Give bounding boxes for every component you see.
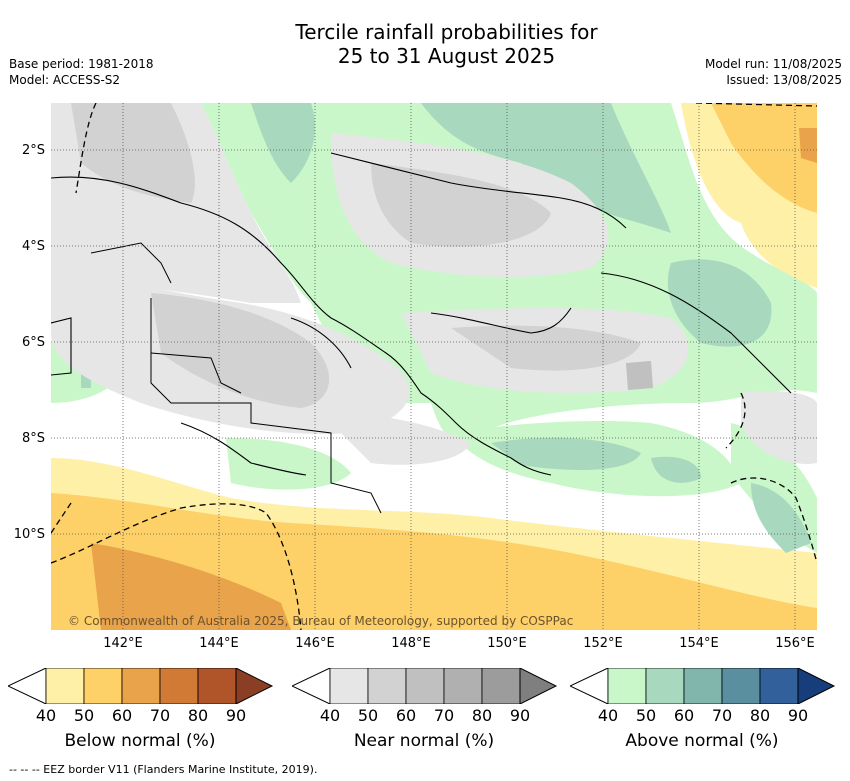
- below-normal-title: Below normal (%): [64, 731, 216, 751]
- lat-label-2s: 2°S: [21, 143, 45, 158]
- above-label-90: 90: [787, 706, 809, 725]
- above-label-50: 50: [635, 706, 657, 725]
- lon-label-144e: 144°E: [199, 636, 239, 651]
- colorbar-segment: [607, 668, 647, 704]
- colorbar-segment: [367, 668, 407, 704]
- colorbar-max-triangle: [519, 668, 558, 704]
- eez-footnote: -- -- -- EEZ border V11 (Flanders Marine…: [9, 763, 318, 776]
- colorbar-segment: [159, 668, 199, 704]
- lon-label-156e: 156°E: [775, 636, 815, 651]
- lon-label-148e: 148°E: [391, 636, 431, 651]
- colorbar-near-normal: [292, 668, 558, 704]
- near-label-80: 80: [471, 706, 493, 725]
- title-line-2: 25 to 31 August 2025: [337, 44, 556, 68]
- colorbar-segment: [329, 668, 369, 704]
- base-period: Base period: 1981-2018: [9, 57, 154, 71]
- border-lines: [90, 242, 382, 514]
- lat-label-6s: 6°S: [21, 335, 45, 350]
- below-label-90: 90: [225, 706, 247, 725]
- colorbar-segment: [443, 668, 483, 704]
- below-label-40: 40: [35, 706, 57, 725]
- lon-label-146e: 146°E: [295, 636, 335, 651]
- above-label-70: 70: [711, 706, 733, 725]
- colorbar-max-triangle: [797, 668, 836, 704]
- colorbar-segment: [197, 668, 237, 704]
- near-label-70: 70: [433, 706, 455, 725]
- colorbar-min-triangle: [8, 668, 47, 704]
- eez-border: [51, 103, 817, 630]
- meta-right: Model run: 11/08/2025 Issued: 13/08/2025: [705, 56, 842, 88]
- colorbar-segment: [721, 668, 761, 704]
- above-label-40: 40: [597, 706, 619, 725]
- near-normal-title: Near normal (%): [353, 731, 495, 751]
- near-label-90: 90: [509, 706, 531, 725]
- colorbar-segment: [45, 668, 85, 704]
- lon-label-142e: 142°E: [103, 636, 143, 651]
- below-label-70: 70: [149, 706, 171, 725]
- near-label-50: 50: [357, 706, 379, 725]
- colorbar-below-normal: [8, 668, 274, 704]
- colorbar-segment: [645, 668, 685, 704]
- copyright-notice: © Commonwealth of Australia 2025, Bureau…: [68, 614, 574, 628]
- lon-label-154e: 154°E: [679, 636, 719, 651]
- issued-date: Issued: 13/08/2025: [726, 73, 842, 87]
- above-label-80: 80: [749, 706, 771, 725]
- title-line-1: Tercile rainfall probabilities for: [295, 20, 598, 44]
- colorbar-min-triangle: [570, 668, 609, 704]
- below-label-50: 50: [73, 706, 95, 725]
- lat-label-8s: 8°S: [21, 431, 45, 446]
- colorbar-segment: [405, 668, 445, 704]
- lon-label-152e: 152°E: [583, 636, 623, 651]
- colorbar-segment: [683, 668, 723, 704]
- grid-lines: [51, 103, 817, 630]
- lon-label-150e: 150°E: [487, 636, 527, 651]
- near-label-60: 60: [395, 706, 417, 725]
- above-label-60: 60: [673, 706, 695, 725]
- map-title: Tercile rainfall probabilities for 25 to…: [0, 20, 850, 68]
- near-label-40: 40: [319, 706, 341, 725]
- meta-left: Base period: 1981-2018 Model: ACCESS-S2: [9, 56, 154, 88]
- colorbar-segment: [121, 668, 161, 704]
- forecast-map: [51, 103, 817, 630]
- probability-shading: [51, 103, 817, 630]
- below-label-80: 80: [187, 706, 209, 725]
- lat-label-4s: 4°S: [21, 239, 45, 254]
- colorbar-segment: [481, 668, 521, 704]
- model-name: Model: ACCESS-S2: [9, 73, 121, 87]
- lat-label-10s: 10°S: [13, 527, 45, 542]
- model-run: Model run: 11/08/2025: [704, 57, 842, 71]
- colorbar-segment: [759, 668, 799, 704]
- colorbar-max-triangle: [235, 668, 274, 704]
- colorbar-min-triangle: [292, 668, 331, 704]
- colorbar-segment: [83, 668, 123, 704]
- above-normal-title: Above normal (%): [625, 731, 779, 751]
- below-label-60: 60: [111, 706, 133, 725]
- colorbar-above-normal: [570, 668, 836, 704]
